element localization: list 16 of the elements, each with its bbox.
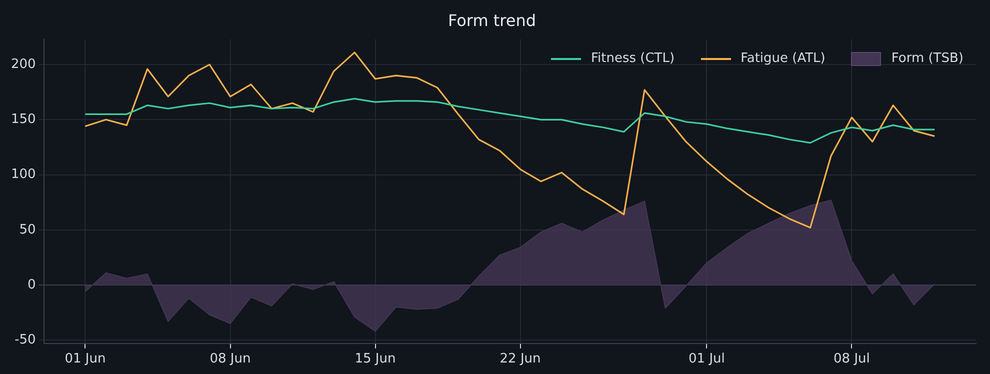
y-tick-label: 50: [19, 222, 36, 238]
y-tick-label: 0: [28, 277, 36, 292]
y-tick-label: 100: [10, 167, 36, 182]
legend-label: Fatigue (ATL): [740, 51, 826, 66]
x-tick-label: 01 Jun: [64, 352, 106, 367]
x-tick-label: 15 Jun: [354, 352, 396, 367]
x-tick-label: 22 Jun: [500, 352, 541, 367]
y-tick-label: -50: [14, 332, 36, 348]
legend-label: Fitness (CTL): [591, 51, 675, 66]
x-tick-label: 08 Jul: [834, 352, 870, 367]
y-tick-label: 150: [10, 112, 36, 128]
legend-label: Form (TSB): [891, 51, 964, 66]
y-tick-label: 200: [10, 56, 36, 72]
chart-title: Form trend: [448, 10, 536, 30]
x-tick-label: 01 Jul: [688, 352, 725, 367]
x-tick-label: 08 Jun: [210, 352, 251, 367]
